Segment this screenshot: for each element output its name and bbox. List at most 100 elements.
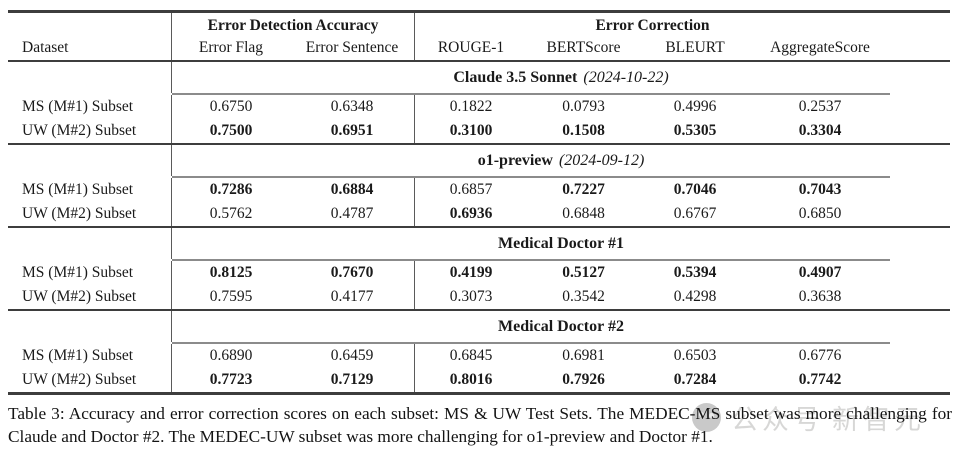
- section-title-spacer: [8, 311, 172, 343]
- publisher-logo-icon: [692, 402, 721, 432]
- section-title-row: Medical Doctor #2: [8, 311, 950, 343]
- value-cell: 0.4199: [449, 263, 493, 281]
- row-label: MS (M#1) Subset: [8, 260, 172, 285]
- watermark: 公众号 新智元: [692, 396, 954, 438]
- header-col-rouge1: ROUGE-1: [437, 38, 505, 56]
- section-title-rule: [172, 176, 890, 178]
- row-spacer: [890, 178, 950, 202]
- value-cell: 0.7500: [209, 121, 253, 139]
- value-cell: 0.7129: [290, 367, 415, 392]
- row-label: UW (M#2) Subset: [8, 367, 172, 392]
- header-group-error-correction: Error Correction: [595, 16, 710, 34]
- header-col-error-sentence: Error Sentence: [290, 38, 415, 60]
- value-cell: 0.6890: [209, 346, 253, 364]
- value-cell: 0.7043: [798, 180, 842, 198]
- table-row: UW (M#2) Subset 0.7723 0.7129 0.8016 0.7926 0…: [8, 367, 950, 392]
- section-title: Medical Doctor #1: [172, 228, 950, 259]
- header-group-row: Error Detection Accuracy Error Correctio…: [8, 12, 950, 39]
- value-cell: 0.3638: [798, 287, 842, 305]
- value-cell: 0.3304: [798, 121, 842, 139]
- value-cell: 0.4177: [290, 284, 415, 309]
- section-title-spacer: [8, 62, 172, 94]
- header-col-bleurt: BLEURT: [665, 38, 725, 56]
- value-cell: 0.4996: [673, 97, 717, 115]
- value-cell: 0.1508: [562, 121, 605, 139]
- header-col-aggregatescore: AggregateScore: [770, 38, 870, 56]
- table-header: Error Detection Accuracy Error Correctio…: [8, 12, 950, 60]
- row-spacer: [890, 261, 950, 285]
- value-cell: 0.1822: [449, 97, 493, 115]
- row-label: UW (M#2) Subset: [8, 284, 172, 309]
- section-title-date: (2024-10-22): [583, 68, 669, 86]
- row-spacer: [890, 285, 950, 309]
- section-title-rule: [172, 93, 890, 95]
- value-cell: 0.7670: [290, 260, 415, 285]
- table-row: UW (M#2) Subset 0.7500 0.6951 0.3100 0.1508 0…: [8, 118, 950, 143]
- table-section: Medical Doctor #2 MS (M#1) Subset 0.6890 0.…: [8, 311, 950, 395]
- value-cell: 0.4787: [290, 201, 415, 226]
- table-section: o1-preview (2024-09-12) MS (M#1) Subset 0.7…: [8, 145, 950, 229]
- header-spacer: [890, 13, 950, 39]
- row-label: UW (M#2) Subset: [8, 118, 172, 143]
- section-title-date: (2024-09-12): [558, 151, 645, 169]
- value-cell: 0.4907: [798, 263, 842, 281]
- row-label: MS (M#1) Subset: [8, 177, 172, 202]
- value-cell: 0.7046: [673, 180, 717, 198]
- value-cell: 0.6459: [290, 343, 415, 368]
- table-row: UW (M#2) Subset 0.7595 0.4177 0.3073 0.3542 0…: [8, 284, 950, 309]
- table-row: MS (M#1) Subset 0.8125 0.7670 0.4199 0.5127 0…: [8, 260, 950, 285]
- header-col-dataset: Dataset: [8, 38, 172, 60]
- value-cell: 0.2537: [798, 97, 842, 115]
- value-cell: 0.8125: [209, 263, 253, 281]
- value-cell: 0.7926: [562, 370, 605, 388]
- value-cell: 0.7286: [209, 180, 253, 198]
- value-cell: 0.6848: [562, 204, 605, 222]
- watermark-text-1: 公众号: [731, 404, 824, 435]
- section-title-row: Medical Doctor #1: [8, 228, 950, 260]
- value-cell: 0.7227: [562, 180, 605, 198]
- value-cell: 0.0793: [562, 97, 605, 115]
- section-title: Claude 3.5 Sonnet (2024-10-22): [172, 62, 950, 93]
- header-group-error-detection: Error Detection Accuracy: [172, 12, 415, 39]
- section-title-text: Medical Doctor #1: [498, 234, 624, 252]
- table-section: Medical Doctor #1 MS (M#1) Subset 0.8125 0.…: [8, 228, 950, 312]
- value-cell: 0.5762: [209, 204, 253, 222]
- row-spacer: [890, 202, 950, 226]
- row-spacer: [890, 368, 950, 392]
- value-cell: 0.6936: [449, 204, 493, 222]
- section-title-rule: [172, 342, 890, 344]
- header-col-error-flag: Error Flag: [198, 38, 264, 56]
- value-cell: 0.5305: [673, 121, 717, 139]
- row-spacer: [890, 95, 950, 119]
- section-title-text: o1-preview: [477, 151, 553, 169]
- watermark-text-2: 新智元: [832, 404, 925, 435]
- table-section: Claude 3.5 Sonnet (2024-10-22) MS (M#1) Su…: [8, 62, 950, 146]
- value-cell: 0.3100: [449, 121, 493, 139]
- section-divider-rule: [8, 142, 950, 146]
- value-cell: 0.6503: [673, 346, 717, 364]
- section-divider-rule: [8, 308, 950, 312]
- table-row: MS (M#1) Subset 0.6750 0.6348 0.1822 0.0793 0…: [8, 94, 950, 119]
- header-empty-cell: [8, 12, 172, 39]
- table-row: MS (M#1) Subset 0.7286 0.6884 0.6857 0.7227 0…: [8, 177, 950, 202]
- value-cell: 0.6750: [209, 97, 253, 115]
- value-cell: 0.6884: [290, 177, 415, 202]
- header-columns-row: Dataset Error Flag Error Sentence ROUGE-…: [8, 38, 950, 60]
- value-cell: 0.6981: [562, 346, 605, 364]
- value-cell: 0.6857: [449, 180, 493, 198]
- section-title-spacer: [8, 228, 172, 260]
- row-label: UW (M#2) Subset: [8, 201, 172, 226]
- value-cell: 0.7742: [798, 370, 842, 388]
- section-title-text: Claude 3.5 Sonnet: [453, 68, 578, 86]
- row-label: MS (M#1) Subset: [8, 343, 172, 368]
- header-bottom-rule: [8, 59, 950, 63]
- value-cell: 0.7723: [209, 370, 253, 388]
- header-col-bertscore: BERTScore: [546, 38, 621, 56]
- row-spacer: [890, 344, 950, 368]
- row-label: MS (M#1) Subset: [8, 94, 172, 119]
- value-cell: 0.4298: [673, 287, 717, 305]
- section-title-row: o1-preview (2024-09-12): [8, 145, 950, 177]
- value-cell: 0.3542: [562, 287, 605, 305]
- table-caption: Table 3: Accuracy and error correction s…: [8, 404, 952, 446]
- table-top-rule: [8, 10, 950, 13]
